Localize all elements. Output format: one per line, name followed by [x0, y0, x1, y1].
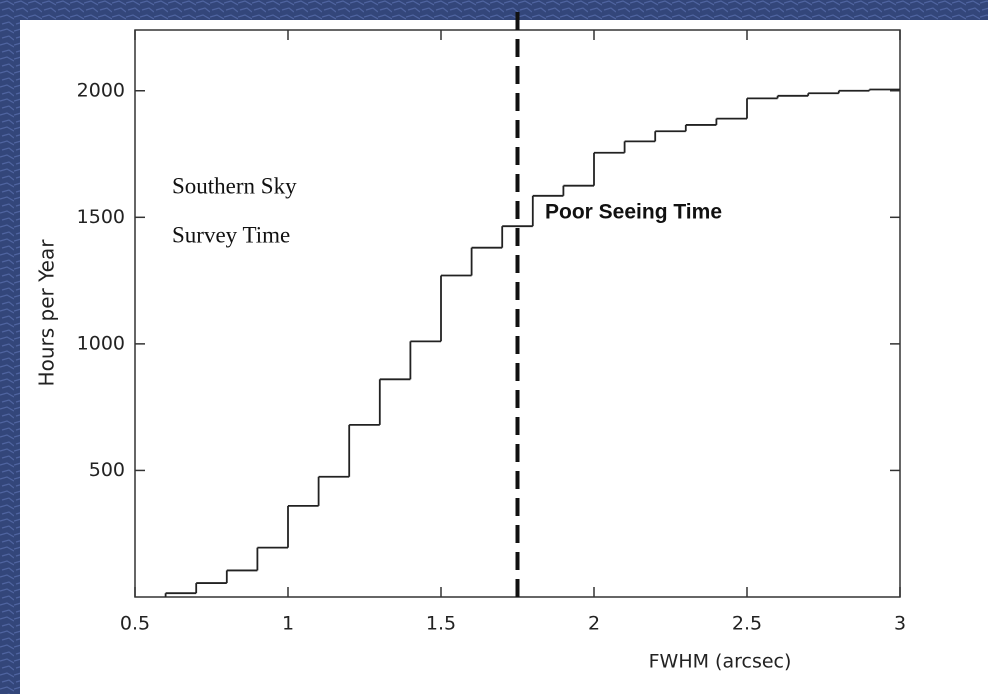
annotation: Survey Time: [172, 222, 290, 247]
x-tick-label: 2: [588, 613, 600, 635]
y-tick-label: 500: [89, 459, 125, 481]
x-tick-label: 3: [894, 613, 906, 635]
x-tick-label: 2.5: [732, 613, 762, 635]
x-tick-label: 1.5: [426, 613, 456, 635]
x-axis-label: FWHM (arcsec): [649, 651, 792, 673]
panel: [20, 20, 988, 694]
annotation: Southern Sky: [172, 173, 297, 198]
y-axis-label: Hours per Year: [35, 239, 59, 387]
y-tick-label: 1500: [77, 206, 125, 228]
y-tick-label: 1000: [77, 332, 125, 354]
x-tick-label: 0.5: [120, 613, 150, 635]
y-tick-label: 2000: [77, 79, 125, 101]
x-tick-label: 1: [282, 613, 294, 635]
annotation: Poor Seeing Time: [545, 201, 722, 224]
